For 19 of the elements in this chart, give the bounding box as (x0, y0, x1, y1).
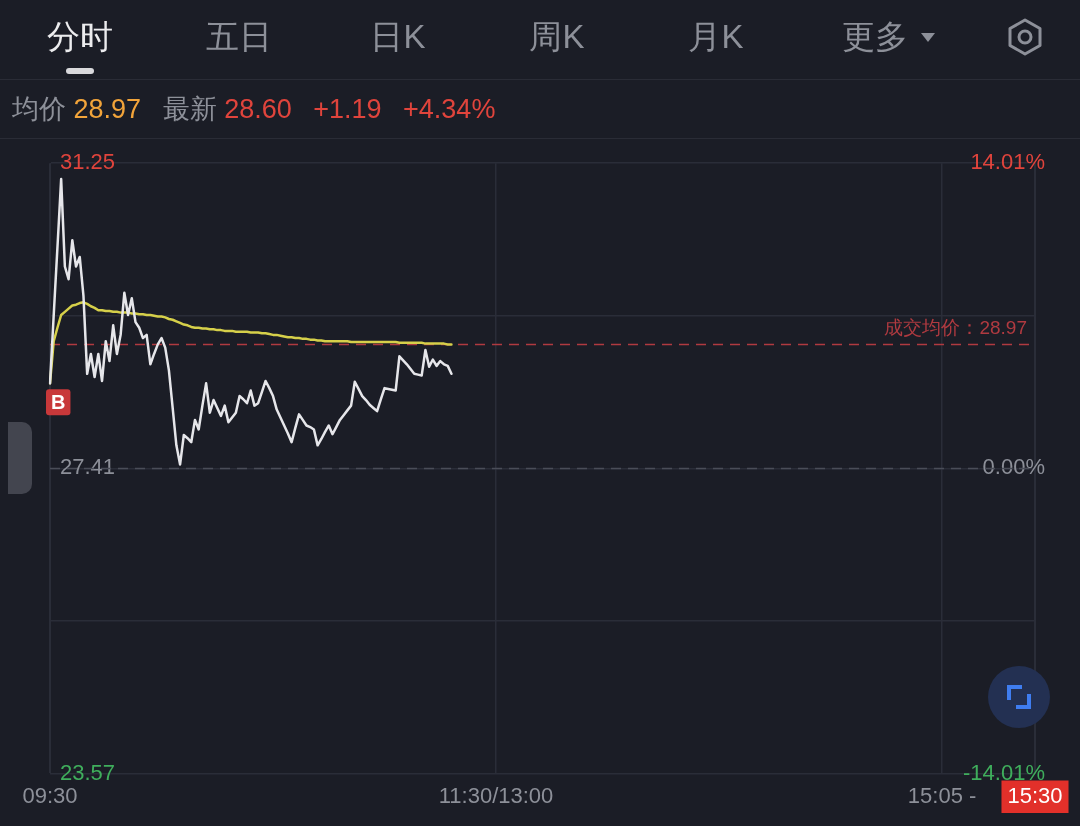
x-tick-label: 11:30/13:00 (438, 782, 554, 808)
y2-tick-label: 0.00% (982, 454, 1045, 480)
y-tick-label: 23.57 (60, 759, 116, 785)
text: 日K (370, 17, 426, 57)
y-tick-label: 31.25 (60, 149, 116, 175)
text: 分时 (47, 17, 113, 57)
annotation: B (51, 390, 66, 413)
text: 周K (529, 17, 585, 57)
text: 更多 (842, 17, 908, 57)
x-tick-label: 09:30 (22, 782, 78, 808)
text: 五日 (206, 17, 272, 57)
chart-subtitle: 均价 28.97 最新 28.60 +1.19 +4.34% (12, 94, 496, 124)
y2-tick-label: 14.01% (970, 149, 1045, 175)
ref-line-label: 成交均价：28.97 (884, 317, 1027, 339)
text: 月K (688, 17, 744, 57)
y-tick-label: 27.41 (60, 454, 116, 480)
x-tick-label: 15:05 - (907, 782, 977, 808)
y2-tick-label: -14.01% (963, 759, 1045, 785)
x-tick-label: 15:30 (1007, 782, 1063, 808)
